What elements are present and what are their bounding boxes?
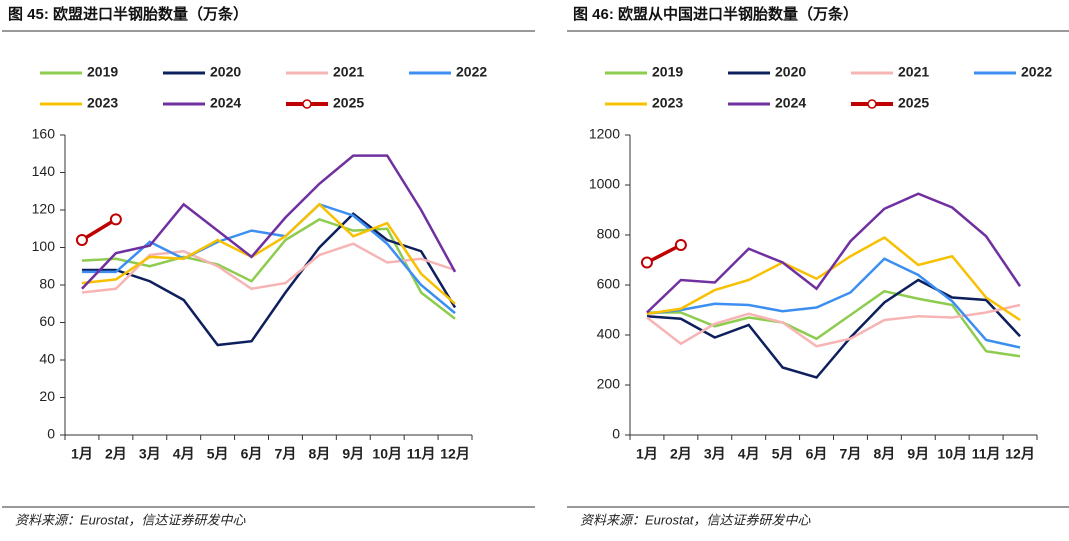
source: 资料来源：Eurostat，信达证券研发中心 [15,512,246,527]
y-tick-label: 100 [32,238,56,254]
point [674,239,687,251]
legend-label: 2021 [898,64,929,80]
chart-title: 图 45: 欧盟进口半钢胎数量（万条） [8,5,248,23]
series-line [646,235,1021,322]
series-line [646,192,1022,314]
x-tick-label: 11月 [407,446,436,462]
legend-label: 2020 [775,64,806,80]
legend-label: 2024 [210,95,241,111]
x-tick-label: 10月 [372,446,402,462]
series-line [646,289,1021,358]
series-line [646,243,682,265]
x-tick-label: 2月 [670,446,692,462]
x-tick-label: 4月 [173,446,195,462]
legend-label: 2023 [652,95,683,111]
legend-label: 2019 [652,64,683,80]
legend-label: 2025 [898,95,929,111]
x-tick-label: 6月 [241,446,263,462]
source: 资料来源：Eurostat，信达证券研发中心 [580,512,811,527]
x-tick-label: 7月 [275,446,297,462]
x-tick-label: 4月 [738,446,760,462]
legend-label: 2023 [87,95,118,111]
point [75,234,88,246]
y-tick-label: 60 [39,313,55,329]
legend-label: 2025 [333,95,364,111]
point [640,256,653,269]
point [109,213,122,226]
x-tick-label: 5月 [207,446,229,462]
y-tick-label: 800 [597,226,621,242]
y-tick-label: 400 [597,326,621,342]
x-tick-label: 12月 [440,446,470,462]
series-line [81,212,457,347]
legend-label: 2024 [775,95,806,111]
y-tick-label: 600 [597,276,621,292]
x-tick-label: 10月 [937,446,967,462]
x-tick-label: 5月 [772,446,794,462]
x-tick-label: 8月 [873,446,895,462]
y-tick-label: 40 [39,351,55,367]
legend-label: 2022 [1021,64,1052,80]
x-tick-label: 9月 [907,446,929,462]
y-tick-label: 20 [39,388,55,404]
x-tick-label: 3月 [139,446,161,462]
series-line [646,257,1021,349]
x-tick-label: 11月 [972,446,1001,462]
y-tick-label: 140 [32,163,56,179]
legend-label: 2021 [333,64,364,80]
series-line [81,218,456,320]
chart-title: 图 46: 欧盟从中国进口半钢胎数量（万条） [573,5,858,23]
legend-label: 2020 [210,64,241,80]
x-tick-label: 12月 [1005,446,1035,462]
legend-marker [867,99,877,109]
legend-label: 2019 [87,64,118,80]
series-line [81,217,117,242]
x-tick-label: 9月 [342,446,364,462]
y-tick-label: 120 [32,201,56,217]
x-tick-label: 2月 [105,446,127,462]
y-tick-label: 0 [47,426,55,442]
y-tick-label: 1200 [589,126,620,142]
series-line [646,278,1021,379]
y-tick-label: 1000 [589,176,620,192]
x-tick-label: 6月 [806,446,828,462]
series-line [81,202,456,305]
legend-marker [302,99,312,109]
x-tick-label: 3月 [704,446,726,462]
y-tick-label: 0 [612,426,620,442]
y-tick-label: 80 [39,276,55,292]
legend-label: 2022 [456,64,487,80]
y-tick-label: 200 [597,376,621,392]
x-tick-label: 8月 [308,446,330,462]
series-line [646,303,1021,348]
x-tick-label: 1月 [636,446,658,462]
series-line [81,154,457,290]
x-tick-label: 1月 [71,446,93,462]
x-tick-label: 7月 [840,446,862,462]
y-tick-label: 160 [32,126,56,142]
